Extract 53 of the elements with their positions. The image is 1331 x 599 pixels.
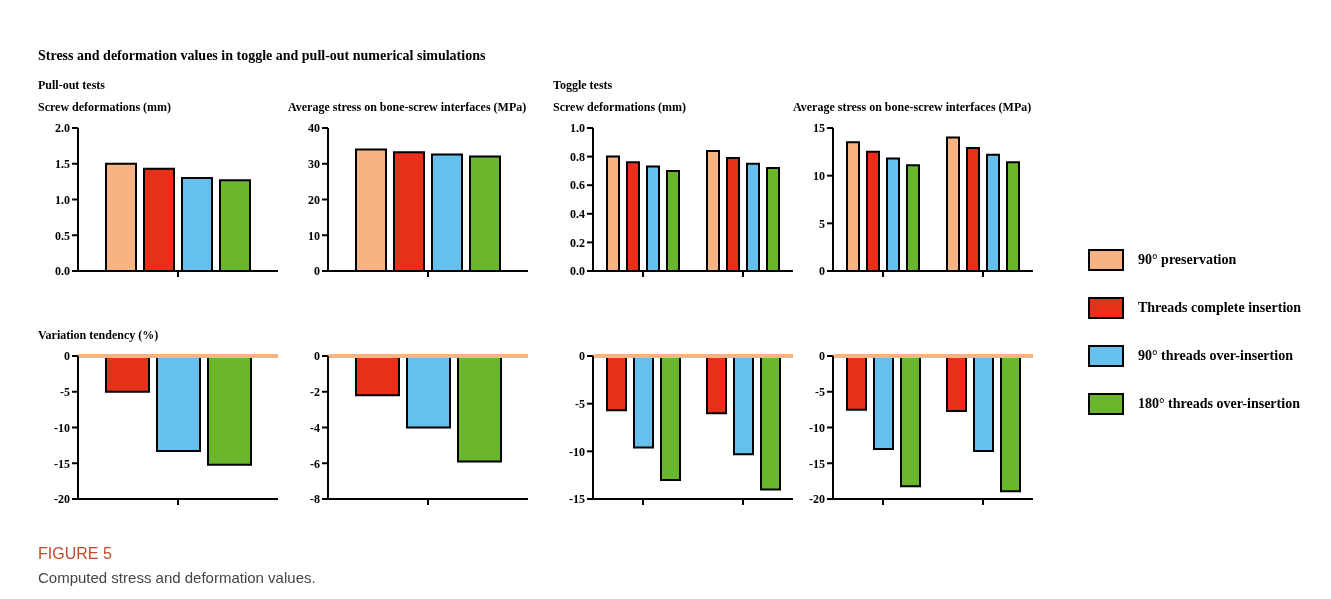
y-tick-label: -15: [569, 492, 585, 507]
chart-title: Average stress on bone-screw interfaces (MPa): [793, 100, 1032, 115]
y-tick-label: 0: [819, 264, 825, 279]
y-tick-label: 0.0: [570, 264, 585, 279]
y-tick-label: -4: [310, 420, 320, 435]
legend-label: 90° threads over-insertion: [1138, 348, 1293, 364]
y-tick-label: 0.8: [570, 149, 585, 164]
y-tick-label: -5: [60, 385, 70, 400]
y-tick-label: 0: [579, 349, 585, 364]
y-tick-label: 0.0: [55, 264, 70, 279]
y-tick-label: -15: [809, 456, 825, 471]
legend-label: 90° preservation: [1138, 252, 1237, 268]
y-tick-label: -10: [809, 420, 825, 435]
y-tick-label: 20: [308, 192, 320, 207]
y-tick-label: 1.0: [570, 121, 585, 136]
y-tick-label: 0.5: [55, 228, 70, 243]
y-tick-label: 40: [308, 121, 320, 136]
caption: FIGURE 5: [38, 545, 112, 563]
y-tick-label: 0.6: [570, 178, 585, 193]
y-tick-label: -8: [310, 492, 320, 507]
text: Pull-out tests: [38, 78, 105, 93]
y-tick-label: 1.0: [55, 192, 70, 207]
text: Toggle tests: [553, 78, 613, 93]
text: Computed stress and deformation values.: [38, 569, 316, 586]
y-tick-label: -5: [575, 396, 585, 411]
text: Stress and deformation values in toggle and pull-out numerical simulations: [38, 48, 486, 64]
chart-title: Variation tendency (%): [38, 328, 159, 343]
chart-title: Screw deformations (mm): [553, 100, 687, 115]
y-tick-label: -20: [809, 492, 825, 507]
y-tick-label: 0.2: [570, 235, 585, 250]
y-tick-label: 15: [813, 121, 825, 136]
y-tick-label: 0: [314, 349, 320, 364]
y-tick-label: 0: [819, 349, 825, 364]
y-tick-label: 0: [314, 264, 320, 279]
y-tick-label: 0.4: [570, 207, 585, 222]
y-tick-label: -2: [310, 385, 320, 400]
y-tick-label: 10: [308, 228, 320, 243]
chart-title: Screw deformations (mm): [38, 100, 172, 115]
y-tick-label: 0: [64, 349, 70, 364]
y-tick-label: 5: [819, 216, 825, 231]
y-tick-label: 1.5: [55, 157, 70, 172]
chart-title: Average stress on bone-screw interfaces (MPa): [288, 100, 527, 115]
y-tick-label: 10: [813, 168, 825, 183]
y-tick-label: 30: [308, 157, 320, 172]
y-tick-label: -10: [54, 420, 70, 435]
y-tick-label: 2.0: [55, 121, 70, 136]
legend-label: 180° threads over-insertion: [1138, 396, 1300, 412]
legend-label: Threads complete insertion: [1138, 300, 1302, 316]
y-tick-label: -20: [54, 492, 70, 507]
y-tick-label: -15: [54, 456, 70, 471]
y-tick-label: -5: [815, 385, 825, 400]
y-tick-label: -10: [569, 444, 585, 459]
y-tick-label: -6: [310, 456, 320, 471]
